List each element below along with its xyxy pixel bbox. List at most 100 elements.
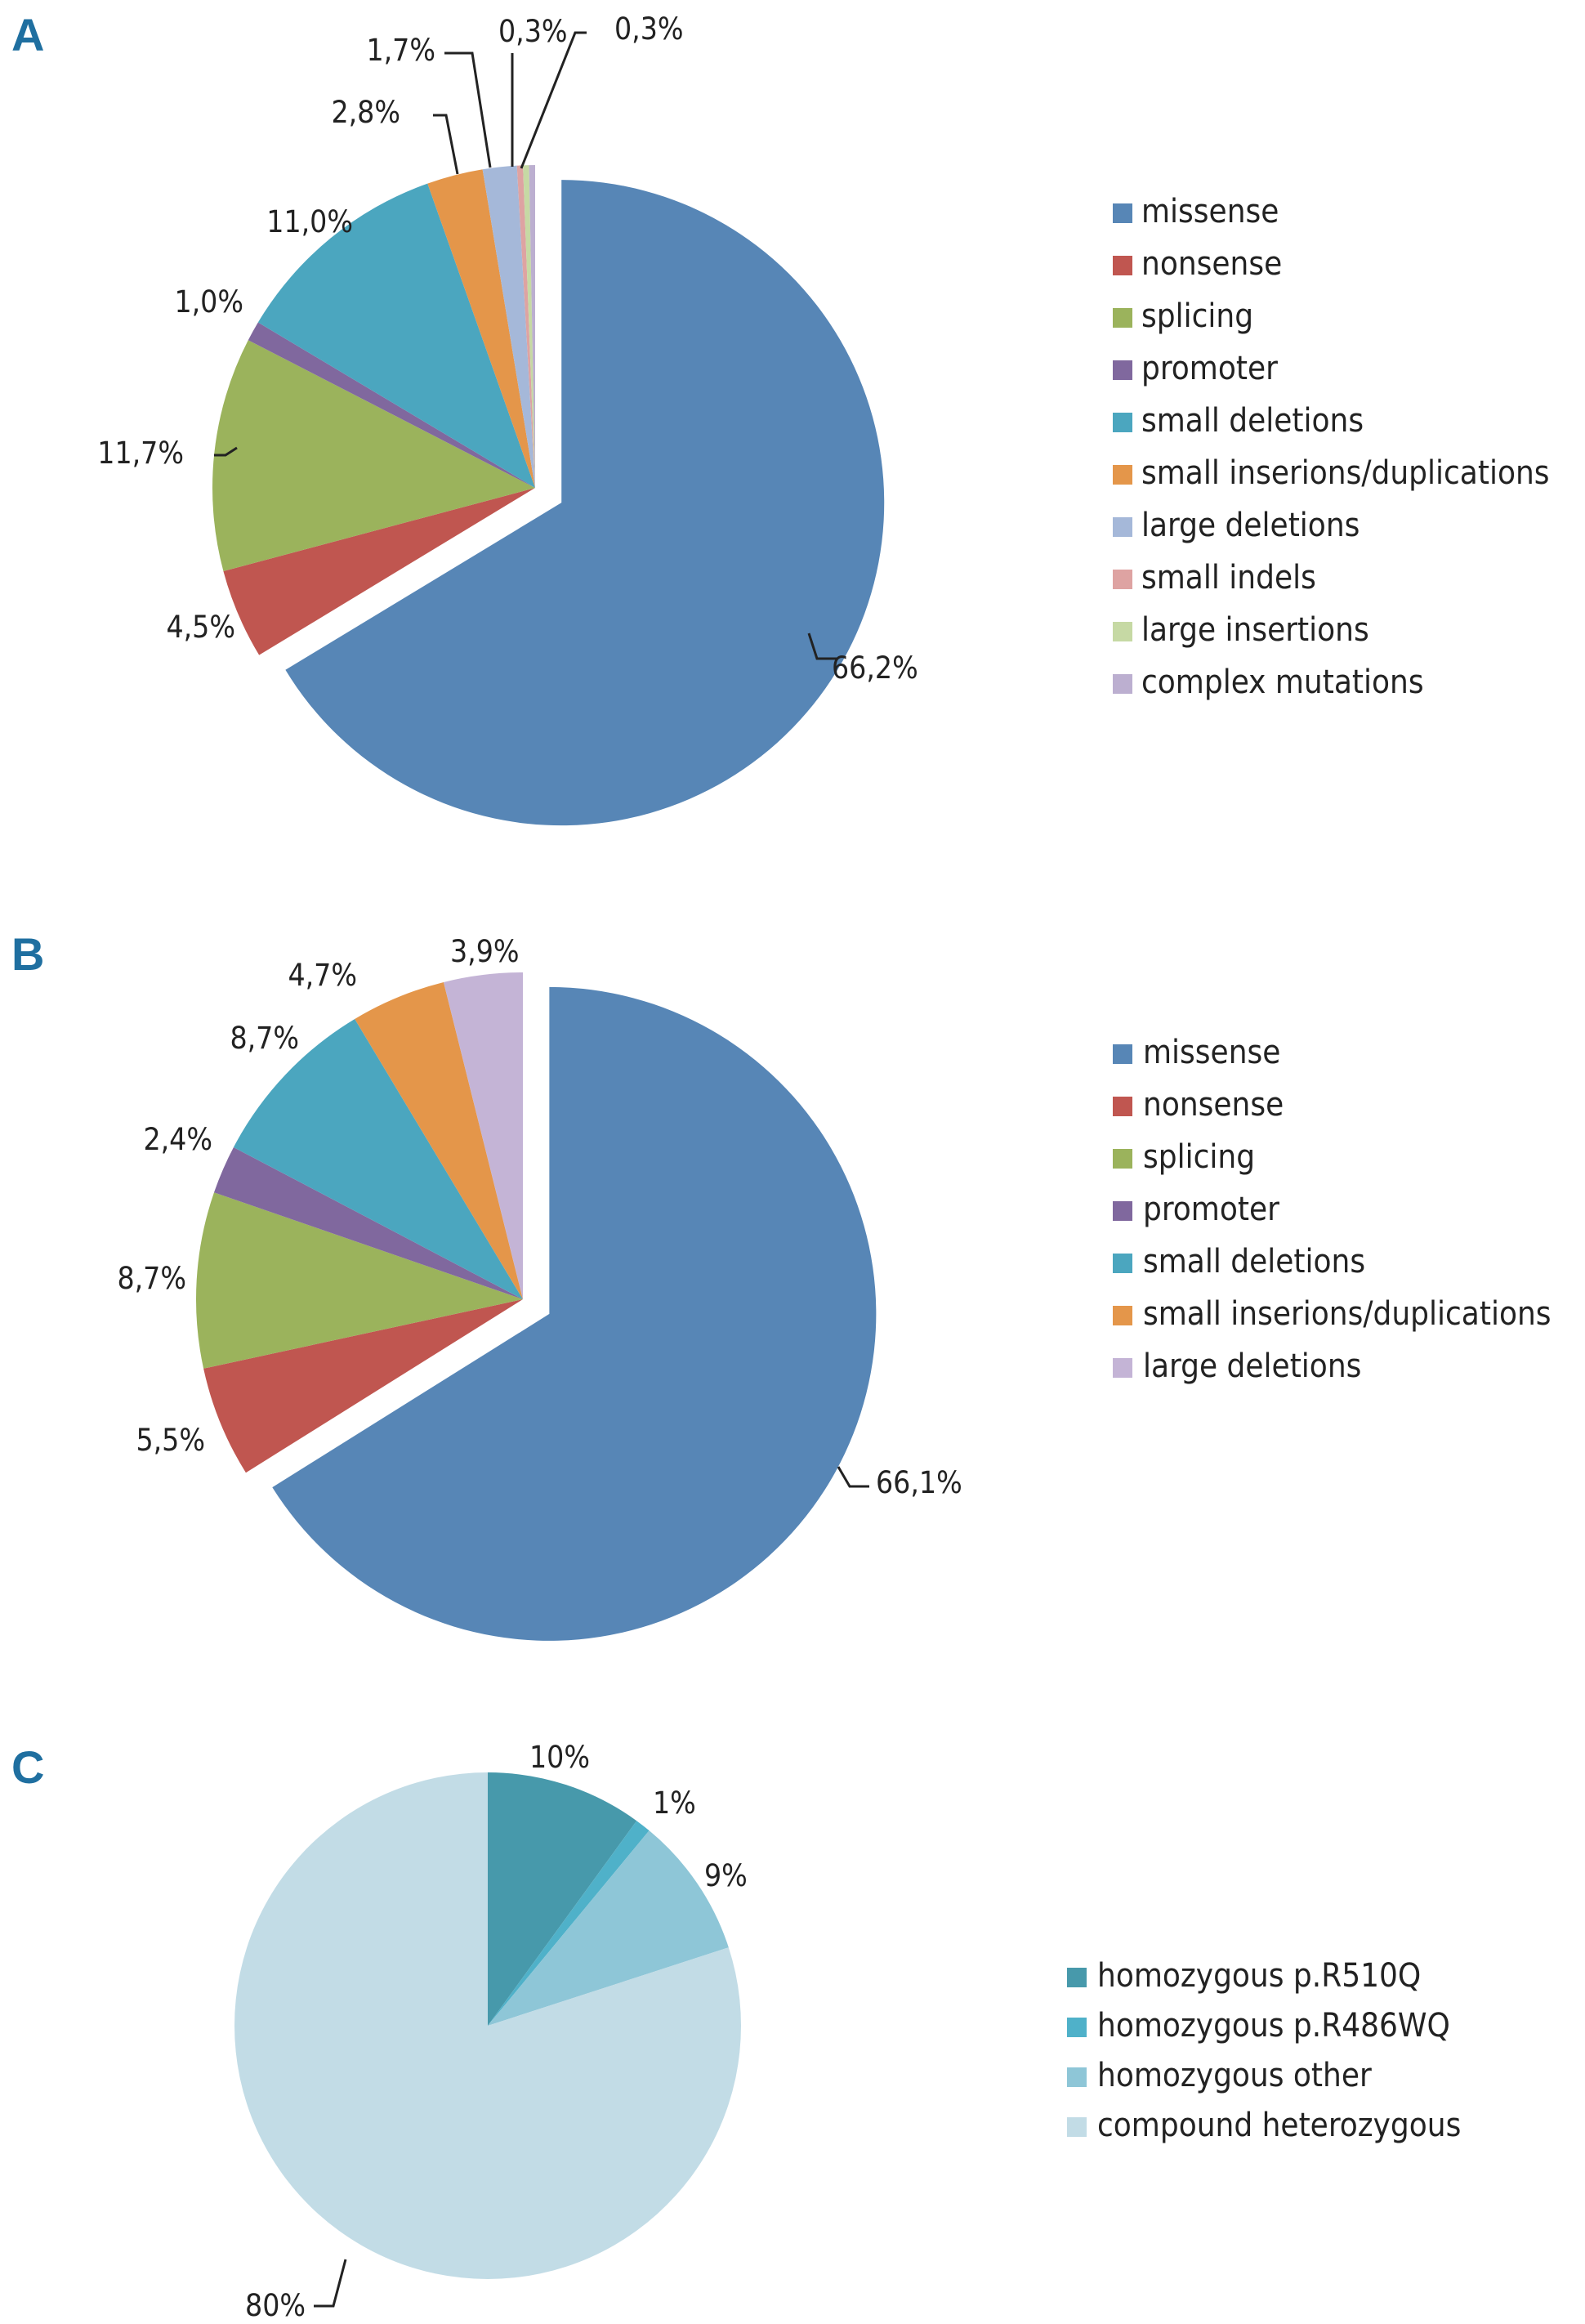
panel-a-legend-swatch-complex-mutations — [1113, 674, 1132, 694]
panel-b-slice-small-deletions — [233, 1018, 523, 1299]
panel-c-slice-homozygous-p-r510q — [488, 1772, 637, 2026]
panel-b-data-label-missense: 66,1% — [876, 1465, 962, 1500]
panel-b-data-label-large-deletions: 3,9% — [450, 934, 520, 969]
panel-a-legend-swatch-small-indels — [1113, 570, 1132, 589]
panel-a-legend: missense nonsense splicing promoter small de… — [1113, 193, 1550, 701]
panel-a-data-label-large-insertions: 0,3% — [614, 11, 684, 47]
panel-c-legend-label-homozygous-p-r486wq: homozygous p.R486WQ — [1097, 2007, 1450, 2045]
panel-a-legend-swatch-small-deletions — [1113, 413, 1132, 432]
panel-a-legend-swatch-large-insertions — [1113, 622, 1132, 641]
panel-b-legend-swatch-missense — [1113, 1044, 1132, 1064]
panel-a-legend-label-large-insertions: large insertions — [1141, 611, 1369, 649]
panel-a-legend-label-small-deletions: small deletions — [1141, 402, 1364, 440]
panel-b-data-label-small-inserions-duplications: 4,7% — [288, 958, 357, 993]
panel-b-data-label-splicing: 8,7% — [117, 1261, 186, 1296]
panel-a-slice-complex-mutations — [529, 165, 535, 488]
panel-b-data-label-promoter: 2,4% — [143, 1122, 212, 1157]
panel-b-legend: missense nonsense splicing promoter small de… — [1113, 1034, 1552, 1385]
panel-a-leader-line-missense — [807, 632, 837, 660]
panel-a-legend-label-promoter: promoter — [1141, 350, 1278, 387]
panel-a-leader-line-large-deletions — [444, 51, 492, 168]
panel-a-leader-line-large-insertions — [520, 31, 587, 169]
panel-a-data-label-small-indels: 0,3% — [498, 14, 568, 49]
panel-b-legend-swatch-nonsense — [1113, 1097, 1132, 1116]
panel-b-slice-large-deletions — [443, 972, 523, 1299]
panel-a-pie-chart: A 66,2% 4,5% 11,7% 1,0% 11,0% 2,8% 1,7% 0,3% 0,3%… — [11, 9, 1550, 826]
panel-a-slice-large-insertions — [523, 165, 535, 489]
panel-c-data-label-homozygous-p-r510q: 10% — [529, 1740, 590, 1775]
panel-a-slice-large-deletions — [482, 165, 535, 489]
panel-b-legend-swatch-promoter — [1113, 1201, 1132, 1221]
panel-b-legend-swatch-small-deletions — [1113, 1254, 1132, 1273]
panel-c-legend-swatch-homozygous-p-r486wq — [1067, 2018, 1087, 2037]
panel-a-leader-line-splicing — [214, 446, 238, 457]
panel-c-data-label-compound-heterozygous: 80% — [245, 2288, 306, 2323]
panel-b-legend-label-nonsense: nonsense — [1143, 1086, 1284, 1124]
panel-b-legend-label-small-deletions: small deletions — [1143, 1243, 1365, 1280]
panel-c-slice-homozygous-other — [488, 1830, 729, 2026]
panel-b-pie-chart: B 66,1% 5,5% 8,7% 2,4% 8,7% 4,7% 3,9% missense no… — [11, 928, 1552, 1641]
panel-c-legend-swatch-homozygous-p-r510q — [1067, 1968, 1087, 1987]
panel-a-legend-label-small-inserions-duplications: small inserions/duplications — [1141, 454, 1550, 492]
panel-c-legend-label-homozygous-other: homozygous other — [1097, 2057, 1372, 2094]
panel-b-data-label-nonsense: 5,5% — [136, 1423, 205, 1458]
panel-a-leader-line-small-inserions-duplications — [433, 114, 459, 175]
panel-b-legend-label-large-deletions: large deletions — [1143, 1347, 1361, 1385]
panel-a-legend-swatch-promoter — [1113, 360, 1132, 380]
panel-a-slice-nonsense — [223, 488, 535, 655]
panel-a-slice-small-indels — [516, 165, 535, 488]
panel-b-slice-missense — [272, 986, 877, 1641]
panel-c-legend-swatch-compound-heterozygous — [1067, 2117, 1087, 2137]
panel-b-slice-small-inserions-duplications — [355, 981, 523, 1299]
panel-a-legend-label-nonsense: nonsense — [1141, 245, 1282, 283]
panel-b-legend-label-promoter: promoter — [1143, 1191, 1279, 1228]
panel-a-slice-splicing — [212, 340, 535, 572]
panel-c-data-label-homozygous-other: 9% — [704, 1858, 748, 1893]
panel-a-data-label-splicing: 11,7% — [97, 436, 184, 471]
panel-b-legend-swatch-small-inserions-duplications — [1113, 1306, 1132, 1325]
panel-a-data-label-promoter: 1,0% — [174, 284, 243, 320]
panel-a-slice-promoter — [248, 322, 535, 488]
panel-c-data-label-homozygous-p-r486wq: 1% — [653, 1785, 696, 1821]
panel-a-legend-swatch-small-inserions-duplications — [1113, 465, 1132, 485]
panel-a-legend-label-complex-mutations: complex mutations — [1141, 664, 1424, 701]
panel-b-leader-line-missense — [837, 1466, 869, 1488]
panel-a-data-label-small-deletions: 11,0% — [266, 204, 353, 239]
panel-a-legend-swatch-splicing — [1113, 308, 1132, 328]
panel-c-slice-compound-heterozygous — [234, 1772, 741, 2279]
panel-c-legend-label-homozygous-p-r510q: homozygous p.R510Q — [1097, 1957, 1421, 1995]
panel-c-legend: homozygous p.R510Q homozygous p.R486WQ hom… — [1067, 1957, 1461, 2144]
panel-a-slice-small-inserions-duplications — [427, 169, 535, 489]
panel-c-legend-label-compound-heterozygous: compound heterozygous — [1097, 2107, 1461, 2144]
panel-a-legend-label-large-deletions: large deletions — [1141, 507, 1360, 544]
panel-b-legend-label-missense: missense — [1143, 1034, 1280, 1071]
panel-a-legend-label-splicing: splicing — [1141, 297, 1253, 335]
panel-a-slice-missense — [285, 180, 885, 826]
panel-b-slice-nonsense — [203, 1299, 523, 1473]
panel-a-legend-label-small-indels: small indels — [1141, 559, 1316, 597]
panel-b-slice-promoter — [213, 1146, 523, 1299]
panel-c-slice-homozygous-p-r486wq — [488, 1821, 650, 2026]
panel-c-letter: C — [11, 1741, 44, 1793]
panel-a-legend-label-missense: missense — [1141, 193, 1279, 230]
panel-c-leader-line-compound-heterozygous — [314, 2259, 347, 2308]
panel-a-data-label-missense: 66,2% — [832, 650, 918, 686]
panel-c-legend-swatch-homozygous-other — [1067, 2067, 1087, 2087]
panel-b-slice-splicing — [195, 1192, 523, 1369]
panel-a-data-label-small-inserions-duplications: 2,8% — [331, 95, 400, 130]
panel-a-data-label-large-deletions: 1,7% — [366, 33, 435, 68]
panel-b-legend-swatch-splicing — [1113, 1149, 1132, 1169]
panel-a-legend-swatch-large-deletions — [1113, 517, 1132, 537]
panel-a-data-label-nonsense: 4,5% — [166, 610, 235, 645]
panel-b-data-label-small-deletions: 8,7% — [230, 1021, 299, 1056]
panel-c-pie-chart: C 10%1%9%80%homozygous p.R510Qhomozygous … — [11, 1740, 1461, 2323]
panel-a-legend-swatch-nonsense — [1113, 256, 1132, 275]
panel-a-legend-swatch-missense — [1113, 203, 1132, 223]
panel-b-letter: B — [11, 928, 44, 980]
panel-a-letter: A — [11, 9, 44, 60]
panel-b-legend-swatch-large-deletions — [1113, 1358, 1132, 1378]
panel-a-slice-small-deletions — [257, 183, 535, 488]
panel-b-legend-label-splicing: splicing — [1143, 1138, 1255, 1176]
panel-b-legend-label-small-inserions-duplications: small inserions/duplications — [1143, 1295, 1552, 1333]
